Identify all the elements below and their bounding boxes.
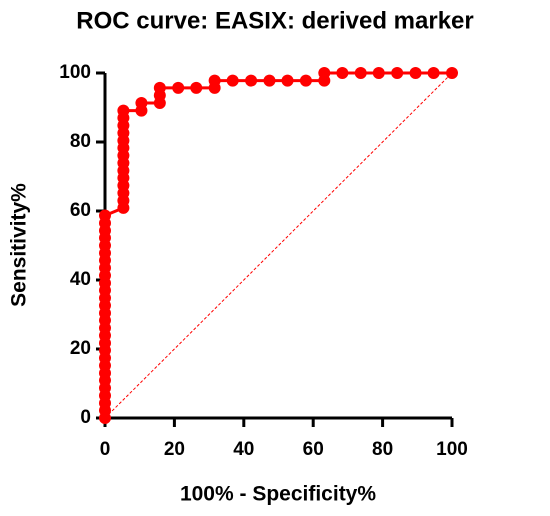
x-tick-label: 0 (100, 439, 111, 460)
x-tick-label: 60 (303, 439, 324, 460)
roc-point (372, 67, 385, 79)
roc-point (354, 67, 367, 79)
reference-line (104, 72, 453, 419)
x-axis-label: 100% - Specificity% (180, 483, 376, 506)
y-tick-label: 80 (70, 131, 91, 152)
y-tick-label: 60 (70, 200, 91, 221)
y-tick-label: 40 (70, 269, 91, 290)
y-axis-label: Sensitivity% (8, 183, 31, 307)
x-tick-label: 20 (164, 439, 185, 460)
roc-point (99, 209, 111, 222)
roc-point (299, 74, 312, 87)
roc-point (172, 81, 185, 94)
roc-point (336, 67, 349, 79)
roc-point (226, 74, 239, 87)
chart-title: ROC curve: EASIX: derived marker (76, 7, 474, 34)
x-tick-label: 100 (436, 439, 468, 460)
y-tick-label: 100 (59, 62, 91, 83)
roc-point (446, 67, 458, 79)
roc-point (409, 67, 422, 79)
roc-point (391, 67, 404, 79)
roc-point (208, 74, 221, 87)
x-tick-label: 80 (372, 439, 393, 460)
roc-point (135, 97, 148, 110)
roc-point (427, 67, 440, 79)
roc-point (263, 74, 276, 87)
roc-point (190, 81, 203, 94)
roc-point (153, 81, 166, 94)
x-tick-label: 40 (233, 439, 254, 460)
y-tick-label: 20 (70, 338, 91, 359)
roc-point (281, 74, 294, 87)
roc-point (117, 104, 130, 117)
roc-point (245, 74, 258, 87)
roc-point (318, 67, 331, 79)
y-tick-label: 0 (80, 407, 91, 428)
